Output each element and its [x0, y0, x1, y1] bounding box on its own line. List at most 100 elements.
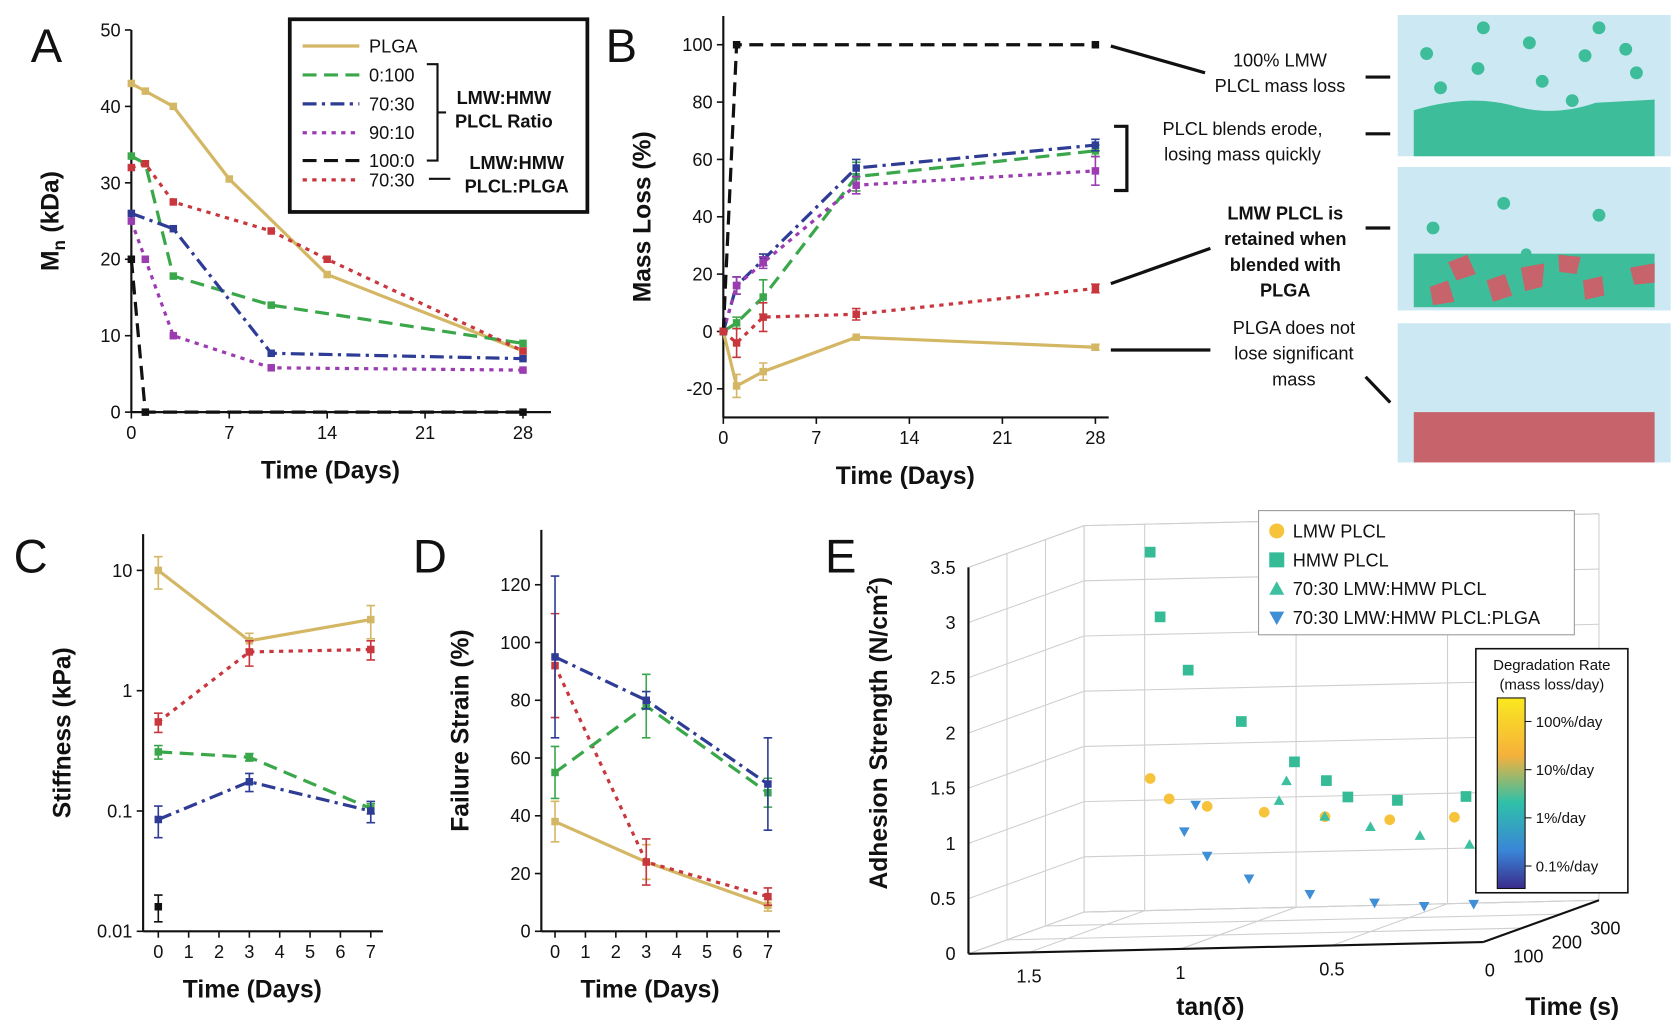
data-point: [519, 354, 527, 363]
data-point: [1091, 284, 1100, 293]
grid-line: [1084, 899, 1599, 913]
series-line: [721, 169, 1096, 332]
x-tick-label: 1: [184, 942, 194, 962]
y-tick-label: 1.5: [930, 779, 955, 799]
annotation: PLGA does not: [1233, 318, 1355, 338]
series-line: [721, 43, 1096, 332]
y-tick-label: 80: [510, 691, 530, 711]
data-point: [551, 653, 559, 661]
grid-line: [968, 745, 1085, 789]
legend-group-label: PLCL Ratio: [455, 111, 553, 131]
grid-line: [1180, 906, 1297, 950]
y-axis-label-subscript: n: [50, 240, 69, 250]
data-point: [1154, 611, 1166, 623]
x-axis-label: Time (Days): [580, 977, 719, 1004]
data-point: [169, 198, 178, 206]
data-point: [141, 255, 150, 264]
grid-line: [1045, 913, 1561, 927]
y-tick-label: 60: [510, 748, 530, 768]
data-point: [1273, 795, 1285, 805]
legend-group-label: LMW:HMW: [469, 153, 564, 173]
series-line: [554, 704, 769, 794]
data-point: [551, 817, 559, 826]
colorbar-label: 1%/day: [1536, 810, 1586, 827]
data-point: [852, 333, 860, 341]
annotation: PLGA: [1260, 281, 1311, 301]
data-point: [1190, 800, 1201, 811]
series-line: [553, 664, 769, 899]
x-tick-label: 0.5: [1319, 959, 1344, 979]
data-point: [759, 293, 767, 301]
y-tick-label: 40: [692, 207, 712, 227]
legend-group-label: LMW:HMW: [457, 88, 552, 108]
annotation-connector: [1110, 348, 1392, 404]
data-point: [852, 164, 860, 172]
legend-label: PLGA: [369, 36, 418, 56]
axis: [968, 940, 1484, 955]
data-point: [852, 181, 860, 189]
series-line: [130, 211, 524, 361]
y-axis-label-end: ): [866, 577, 893, 585]
data-point: [1304, 890, 1316, 900]
y-tick-label: 40: [100, 97, 120, 117]
series-line: [158, 750, 372, 810]
data-point: [154, 748, 163, 756]
panel-label: D: [413, 530, 447, 583]
annotation-connector: [1110, 226, 1391, 286]
y-axis-label: Mn (kDa): [38, 171, 69, 271]
x-tick-label: 6: [335, 942, 345, 962]
legend-bracket: [426, 63, 447, 162]
data-point: [154, 903, 163, 911]
x-tick-label: 28: [513, 423, 533, 443]
x-axis-label: tan(δ): [1176, 994, 1244, 1021]
y-tick-label: 20: [510, 864, 530, 884]
data-point: [642, 858, 650, 866]
x-tick-label: 5: [702, 942, 712, 962]
data-point: [127, 255, 136, 264]
data-point: [245, 753, 254, 761]
grid-line: [968, 525, 1085, 568]
x-axis-label: Time (Days): [836, 463, 975, 490]
data-point: [1460, 791, 1472, 802]
data-point: [1418, 901, 1430, 912]
x-tick-label: 28: [1085, 428, 1105, 448]
grid-line: [968, 580, 1085, 624]
panel-label: E: [825, 530, 856, 583]
data-point: [1201, 801, 1213, 812]
data-point: [154, 815, 163, 824]
annotation: retained when: [1224, 229, 1346, 249]
colorbar-label: 10%/day: [1536, 762, 1595, 779]
series-line: [722, 149, 1096, 333]
data-point: [1464, 839, 1475, 849]
x-tick-label: 2: [611, 942, 621, 962]
annotation: blended with: [1230, 255, 1341, 275]
data-point: [852, 310, 860, 319]
data-point: [1468, 899, 1480, 910]
data-point: [169, 272, 178, 280]
series-line: [129, 220, 524, 372]
data-point: [169, 224, 178, 233]
data-point: [732, 319, 741, 327]
legend-label: 70:30 LMW:HMW PLCL:PLGA: [1293, 608, 1541, 628]
data-point: [1392, 795, 1403, 806]
y-tick-label: 40: [510, 806, 530, 826]
data-point: [267, 301, 275, 309]
y-tick-label: 20: [692, 265, 712, 285]
x-tick-label: 0: [718, 428, 728, 448]
x-tick-label: 3: [641, 942, 651, 962]
grid-line: [1028, 910, 1145, 953]
y-axis-label-text: Stiffness (kPa): [49, 647, 76, 818]
y-tick-label: 0.01: [97, 922, 132, 942]
data-point: [1281, 775, 1292, 786]
data-point: [267, 364, 275, 372]
data-point: [169, 331, 178, 340]
grid-line: [1331, 903, 1448, 946]
y-tick-label: 3.5: [930, 558, 955, 578]
data-point: [732, 281, 741, 290]
data-point: [732, 382, 741, 390]
legend-box: [1258, 510, 1575, 636]
data-point: [1319, 811, 1331, 821]
grid-line: [1006, 927, 1522, 941]
legend-marker: [1269, 552, 1285, 568]
